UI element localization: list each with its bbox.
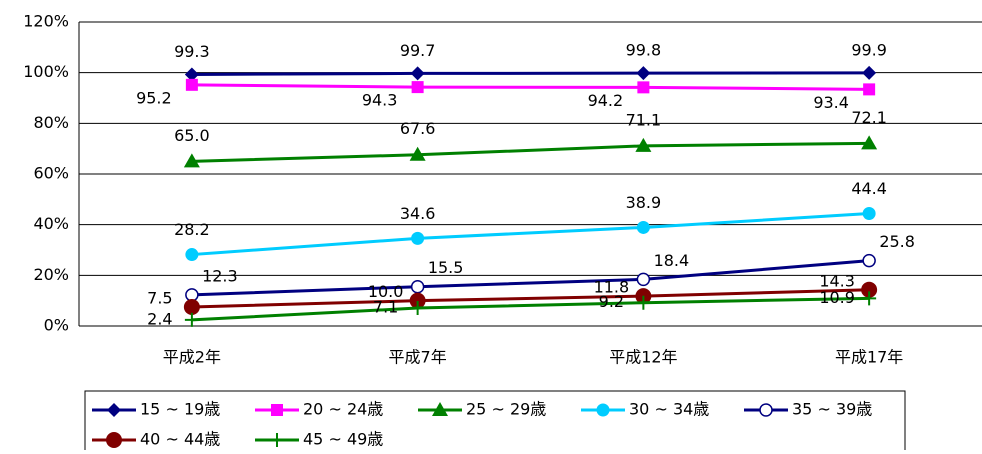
marker bbox=[409, 292, 426, 309]
marker bbox=[636, 272, 651, 287]
marker bbox=[861, 135, 878, 150]
marker bbox=[184, 312, 199, 327]
legend-marker bbox=[759, 403, 773, 417]
marker bbox=[862, 253, 876, 268]
y-tick-label: 120% bbox=[23, 12, 69, 31]
marker bbox=[637, 81, 650, 94]
legend-label: 15 ~ 19歳 bbox=[140, 400, 220, 419]
value-label: 25.8 bbox=[879, 232, 915, 251]
series-line bbox=[191, 288, 870, 309]
value-label: 94.2 bbox=[588, 91, 624, 110]
series-line bbox=[191, 83, 870, 91]
marker bbox=[184, 67, 199, 82]
value-label: 10.9 bbox=[819, 288, 855, 307]
value-label: 15.5 bbox=[428, 258, 464, 277]
marker bbox=[863, 83, 876, 96]
marker bbox=[862, 291, 877, 306]
series-line bbox=[191, 212, 870, 257]
x-tick-label: 平成17年 bbox=[835, 348, 903, 367]
value-label: 9.2 bbox=[599, 292, 624, 311]
value-label: 99.3 bbox=[174, 42, 210, 61]
legend-marker bbox=[596, 403, 610, 417]
value-label: 72.1 bbox=[851, 108, 887, 127]
value-label: 38.9 bbox=[626, 193, 662, 212]
value-label: 10.0 bbox=[368, 282, 404, 301]
marker bbox=[183, 299, 200, 315]
value-label: 94.3 bbox=[362, 91, 398, 110]
y-tick-label: 20% bbox=[33, 265, 69, 284]
legend-marker bbox=[107, 403, 121, 417]
marker bbox=[411, 231, 425, 245]
series-line bbox=[191, 296, 870, 322]
marker bbox=[861, 281, 878, 298]
legend-marker bbox=[271, 404, 283, 416]
y-tick-label: 100% bbox=[23, 62, 69, 81]
marker bbox=[411, 81, 424, 94]
x-tick-label: 平成2年 bbox=[163, 348, 221, 367]
value-label: 7.5 bbox=[147, 289, 172, 308]
marker bbox=[409, 146, 426, 161]
y-tick-label: 40% bbox=[33, 214, 69, 233]
value-label: 12.3 bbox=[202, 266, 238, 285]
legend-label: 25 ~ 29歳 bbox=[466, 400, 546, 419]
series-line bbox=[191, 259, 870, 297]
series-line bbox=[191, 141, 870, 163]
legend-marker bbox=[106, 432, 122, 448]
marker bbox=[636, 295, 651, 310]
legend-label: 35 ~ 39歳 bbox=[792, 400, 872, 419]
y-tick-label: 80% bbox=[33, 113, 69, 132]
value-label: 95.2 bbox=[136, 88, 172, 107]
value-label: 99.9 bbox=[851, 40, 887, 59]
x-tick-label: 平成7年 bbox=[389, 348, 447, 367]
marker bbox=[185, 78, 198, 91]
y-tick-label: 0% bbox=[44, 316, 69, 335]
value-label: 28.2 bbox=[174, 220, 210, 239]
y-tick-label: 60% bbox=[33, 164, 69, 183]
legend-box bbox=[84, 390, 906, 454]
legend-label: 30 ~ 34歳 bbox=[629, 400, 709, 419]
value-label: 18.4 bbox=[654, 251, 690, 270]
value-label: 67.6 bbox=[400, 119, 436, 138]
marker bbox=[635, 137, 652, 152]
marker bbox=[410, 301, 425, 316]
legend-marker bbox=[432, 402, 448, 416]
marker bbox=[185, 248, 199, 262]
value-label: 34.6 bbox=[400, 204, 436, 223]
marker bbox=[183, 153, 200, 168]
marker bbox=[862, 65, 877, 80]
value-label: 99.7 bbox=[400, 41, 436, 60]
value-label: 7.1 bbox=[373, 298, 398, 317]
value-label: 99.8 bbox=[626, 41, 662, 60]
legend-label: 20 ~ 24歳 bbox=[303, 400, 383, 419]
value-label: 65.0 bbox=[174, 126, 210, 145]
value-label: 2.4 bbox=[147, 309, 172, 328]
marker bbox=[410, 66, 425, 81]
legend-label: 40 ~ 44歳 bbox=[140, 430, 220, 449]
marker bbox=[636, 66, 651, 81]
value-label: 14.3 bbox=[819, 271, 855, 290]
marker bbox=[410, 279, 425, 294]
legend-marker bbox=[270, 433, 284, 447]
value-label: 93.4 bbox=[813, 93, 849, 112]
series-line bbox=[191, 71, 870, 76]
value-label: 44.4 bbox=[851, 179, 887, 198]
x-tick-label: 平成12年 bbox=[609, 348, 677, 367]
marker bbox=[636, 220, 650, 234]
value-label: 71.1 bbox=[626, 110, 662, 129]
marker bbox=[862, 207, 876, 221]
legend-label: 45 ~ 49歳 bbox=[303, 430, 383, 449]
value-label: 11.8 bbox=[594, 278, 630, 297]
